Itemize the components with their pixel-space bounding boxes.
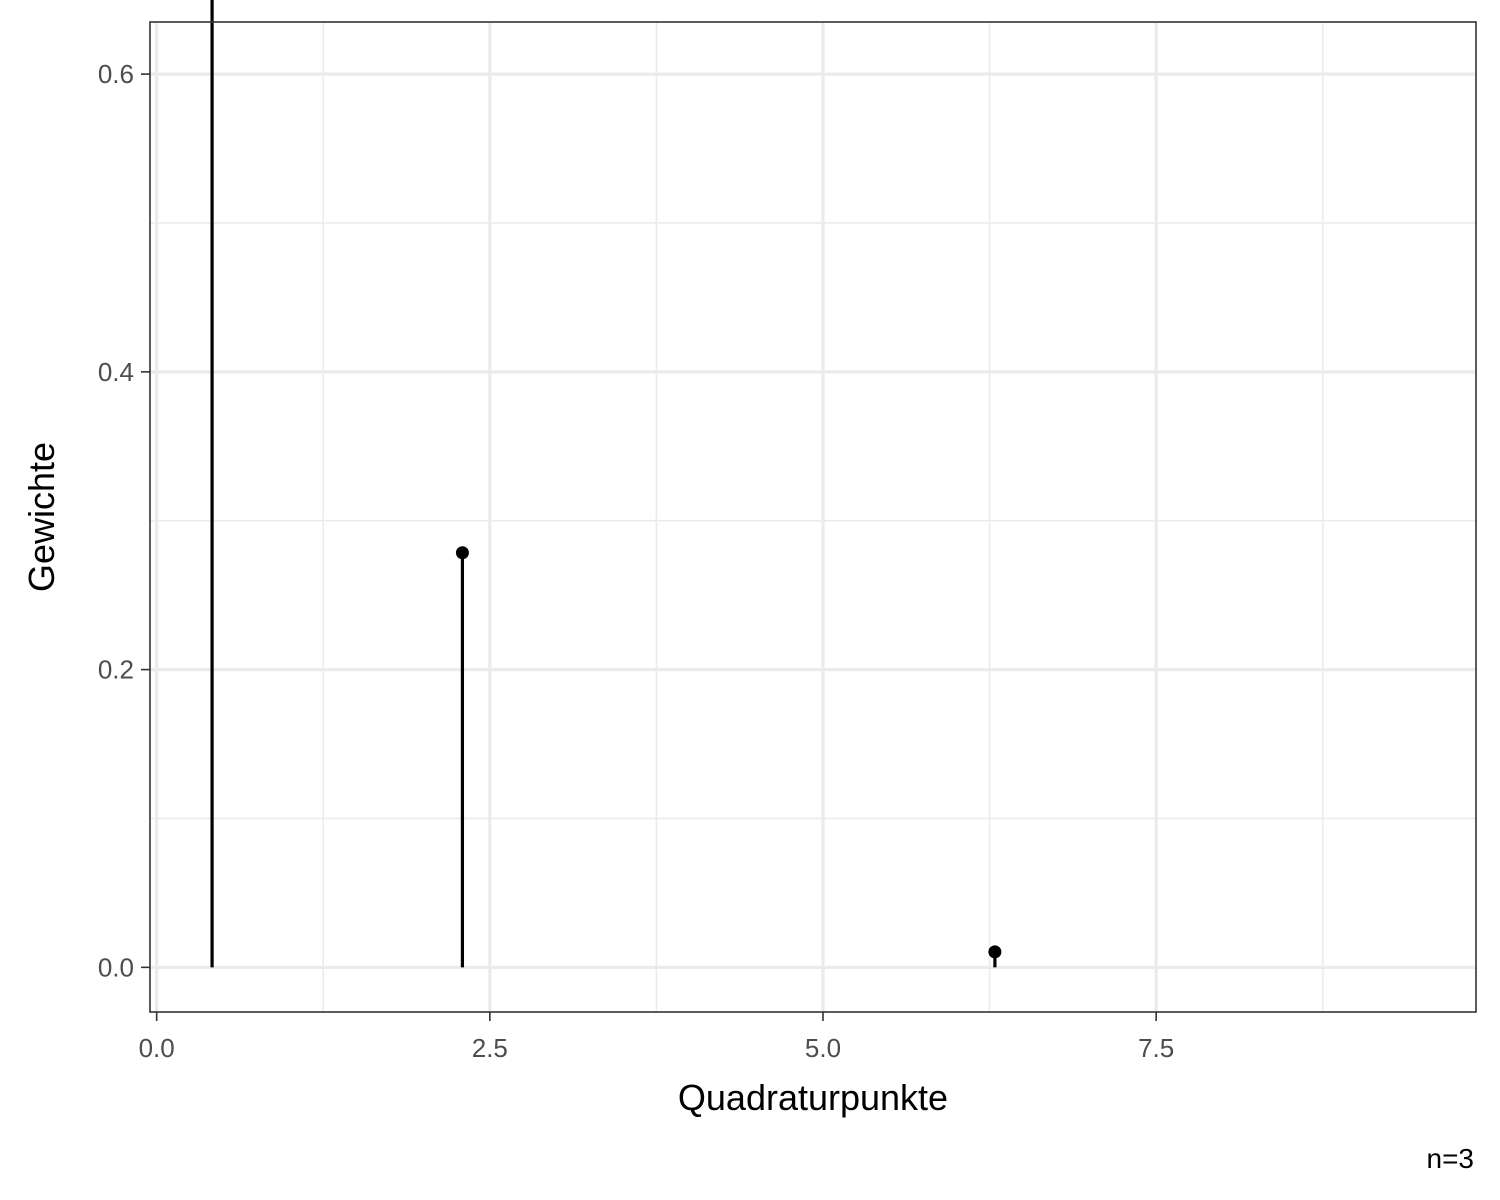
y-axis: 0.0 0.2 0.4 0.6 <box>98 59 150 982</box>
y-tick-label: 0.0 <box>98 952 134 982</box>
y-axis-title: Gewichte <box>21 442 62 592</box>
x-tick-label: 5.0 <box>805 1033 841 1063</box>
lollipop-1 <box>210 0 214 968</box>
minor-gridlines <box>150 22 1476 1012</box>
y-tick-label: 0.2 <box>98 655 134 685</box>
y-tick-label: 0.4 <box>98 357 134 387</box>
x-axis: 0.0 2.5 5.0 7.5 <box>139 1012 1174 1063</box>
lollipop-2 <box>455 546 469 968</box>
x-axis-title: Quadraturpunkte <box>678 1077 948 1118</box>
chart-caption: n=3 <box>1427 1143 1475 1174</box>
y-tick-label: 0.6 <box>98 59 134 89</box>
lollipop-3 <box>988 945 1002 968</box>
x-tick-label: 0.0 <box>139 1033 175 1063</box>
point-2 <box>455 546 469 560</box>
x-tick-label: 7.5 <box>1138 1033 1174 1063</box>
x-tick-label: 2.5 <box>472 1033 508 1063</box>
major-gridlines <box>150 22 1476 1012</box>
data-marks <box>210 0 1002 968</box>
panel-border <box>149 21 1477 1013</box>
point-3 <box>988 945 1002 959</box>
